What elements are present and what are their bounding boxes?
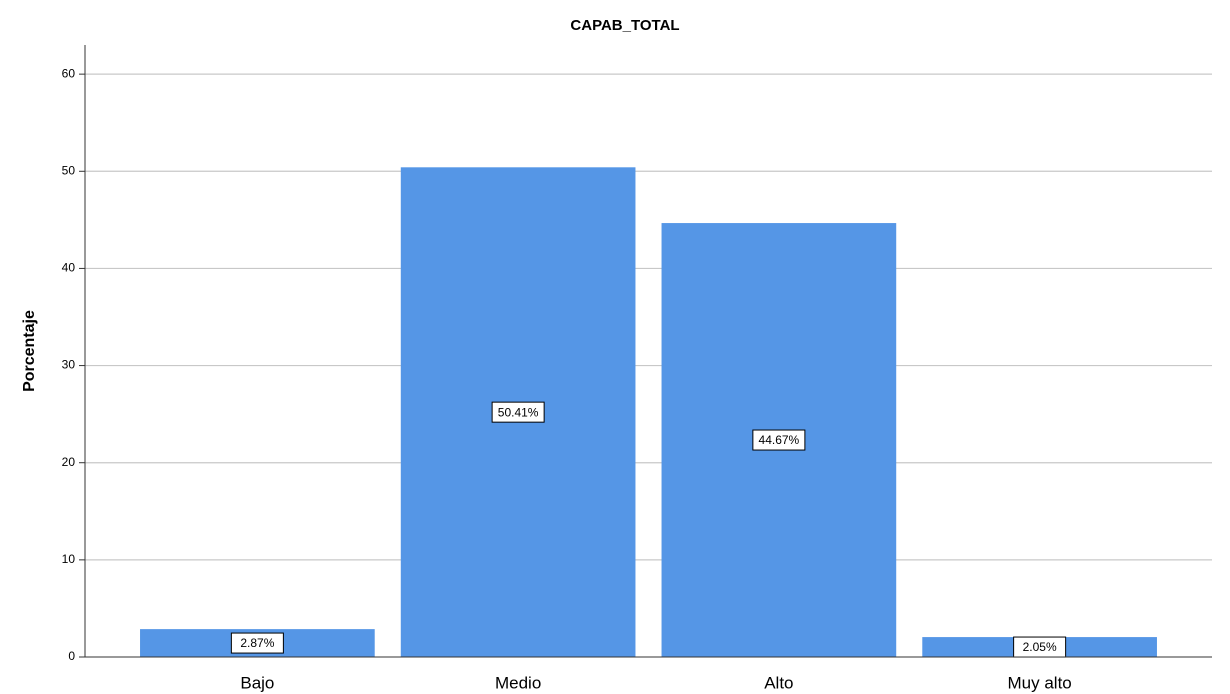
chart-title: CAPAB_TOTAL xyxy=(570,17,679,34)
y-tick-label: 60 xyxy=(62,66,76,80)
value-label: 2.05% xyxy=(1023,640,1057,654)
x-tick-label: Muy alto xyxy=(1008,673,1072,692)
y-tick-label: 50 xyxy=(62,163,76,177)
x-tick-label: Bajo xyxy=(240,673,274,692)
y-tick-label: 20 xyxy=(62,455,76,469)
x-tick-label: Alto xyxy=(764,673,793,692)
value-label-box xyxy=(230,632,284,654)
value-label: 2.87% xyxy=(240,636,274,650)
y-axis-title: Porcentaje xyxy=(21,310,38,392)
x-tick-label: Medio xyxy=(495,673,541,692)
value-label-box xyxy=(752,429,806,451)
y-tick-label: 10 xyxy=(62,552,76,566)
y-tick-label: 30 xyxy=(62,358,76,372)
value-label: 50.41% xyxy=(498,405,539,419)
y-tick-label: 40 xyxy=(62,261,76,275)
value-label: 44.67% xyxy=(759,433,800,447)
y-tick-label: 0 xyxy=(68,649,75,663)
value-label-box xyxy=(491,401,545,423)
